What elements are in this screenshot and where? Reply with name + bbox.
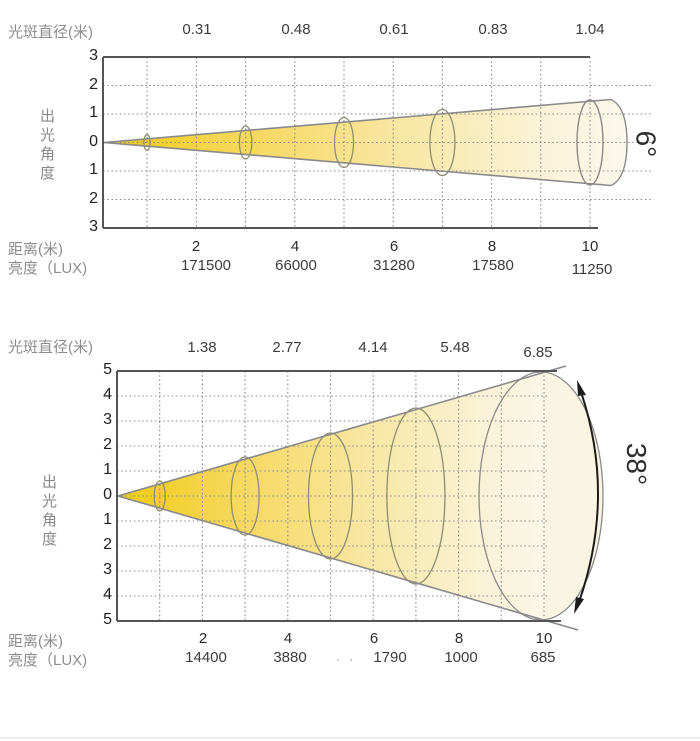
distance-tick: 2 <box>191 238 201 255</box>
beam-angle-axis-label: 出光角度 <box>38 108 55 184</box>
distance-tick: 8 <box>454 630 464 647</box>
beam-angle-value: 6° <box>630 130 662 158</box>
chart2-axes <box>116 370 561 622</box>
y-axis-tick: 2 <box>103 436 112 453</box>
distance-tick: 10 <box>535 630 553 647</box>
lux-value: 14400 <box>185 649 227 666</box>
beam-section-ellipses <box>153 407 446 585</box>
distance-label: 距离(米) <box>8 633 63 650</box>
lux-label: 亮度（LUX) <box>8 260 88 277</box>
y-axis-tick: 2 <box>103 536 112 553</box>
y-axis-tick: 1 <box>89 104 98 121</box>
y-axis-tick: 3 <box>89 47 98 64</box>
chart-6deg-plot <box>102 56 652 229</box>
beam-end-cap <box>541 372 603 620</box>
lux-value: 66000 <box>275 257 317 274</box>
distance-tick: 4 <box>283 630 293 647</box>
diameter-value: 0.83 <box>478 21 508 38</box>
beam-angle-value: 38° <box>621 442 653 486</box>
y-axis-tick: 5 <box>103 361 112 378</box>
lux-label: 亮度（LUX) <box>8 652 88 669</box>
spot-diameter-label: 光斑直径(米) <box>8 24 93 41</box>
horizontal-gridlines <box>117 395 548 597</box>
spot-diameter-label: 光斑直径(米) <box>8 339 93 356</box>
diameter-value: 0.31 <box>182 21 212 38</box>
lux-value: 685 <box>530 649 556 666</box>
lux-value: 11250 <box>571 261 613 278</box>
diameter-value: 6.85 <box>523 344 553 361</box>
lux-value: 31280 <box>373 257 415 274</box>
diameter-value: 0.48 <box>281 21 311 38</box>
y-axis-tick: 1 <box>89 161 98 178</box>
beam-edges <box>103 98 612 187</box>
beam-angle-axis-label: 出光角度 <box>40 474 57 550</box>
y-axis-tick: 0 <box>89 133 98 150</box>
lux-value: 1790 <box>373 649 407 666</box>
beam-edges <box>117 365 579 631</box>
y-axis-tick: 3 <box>103 561 112 578</box>
lux-value: 3880 <box>273 649 307 666</box>
stray-dots: · · <box>336 652 357 666</box>
beam-section-ellipses <box>143 108 456 177</box>
y-axis-tick: 4 <box>103 386 112 403</box>
distance-tick: 6 <box>389 238 399 255</box>
beam-cap-face <box>610 98 628 187</box>
y-axis-tick: 1 <box>103 461 112 478</box>
y-axis-tick: 2 <box>89 190 98 207</box>
lux-value: 17580 <box>472 257 514 274</box>
chart1-axes <box>102 56 598 229</box>
distance-tick: 6 <box>369 630 379 647</box>
diameter-value: 0.61 <box>379 21 409 38</box>
beam-end-ellipse <box>576 99 604 186</box>
y-axis-tick: 4 <box>103 586 112 603</box>
y-axis-tick: 5 <box>103 611 112 628</box>
y-axis-tick: 2 <box>89 76 98 93</box>
diameter-value: 5.48 <box>440 339 470 356</box>
lux-value: 171500 <box>180 257 232 274</box>
distance-tick: 10 <box>581 238 599 255</box>
y-axis-tick: 3 <box>103 411 112 428</box>
diameter-value: 2.77 <box>272 339 302 356</box>
lux-value: 1000 <box>444 649 478 666</box>
horizontal-gridlines <box>103 84 652 201</box>
y-axis-tick: 0 <box>103 486 112 503</box>
y-axis-tick: 3 <box>89 218 98 235</box>
y-axis-tick: 1 <box>103 511 112 528</box>
distance-tick: 8 <box>487 238 497 255</box>
diameter-value: 1.38 <box>187 339 217 356</box>
distance-label: 距离(米) <box>8 241 63 258</box>
distance-tick: 2 <box>198 630 208 647</box>
diameter-value: 4.14 <box>358 339 388 356</box>
chart-38deg-plot <box>116 365 604 631</box>
page-bottom-divider <box>0 737 700 739</box>
diameter-value: 1.04 <box>575 21 605 38</box>
beam-cone-6deg <box>104 99 611 186</box>
angle-arc-arrow <box>574 380 599 614</box>
distance-tick: 4 <box>290 238 300 255</box>
